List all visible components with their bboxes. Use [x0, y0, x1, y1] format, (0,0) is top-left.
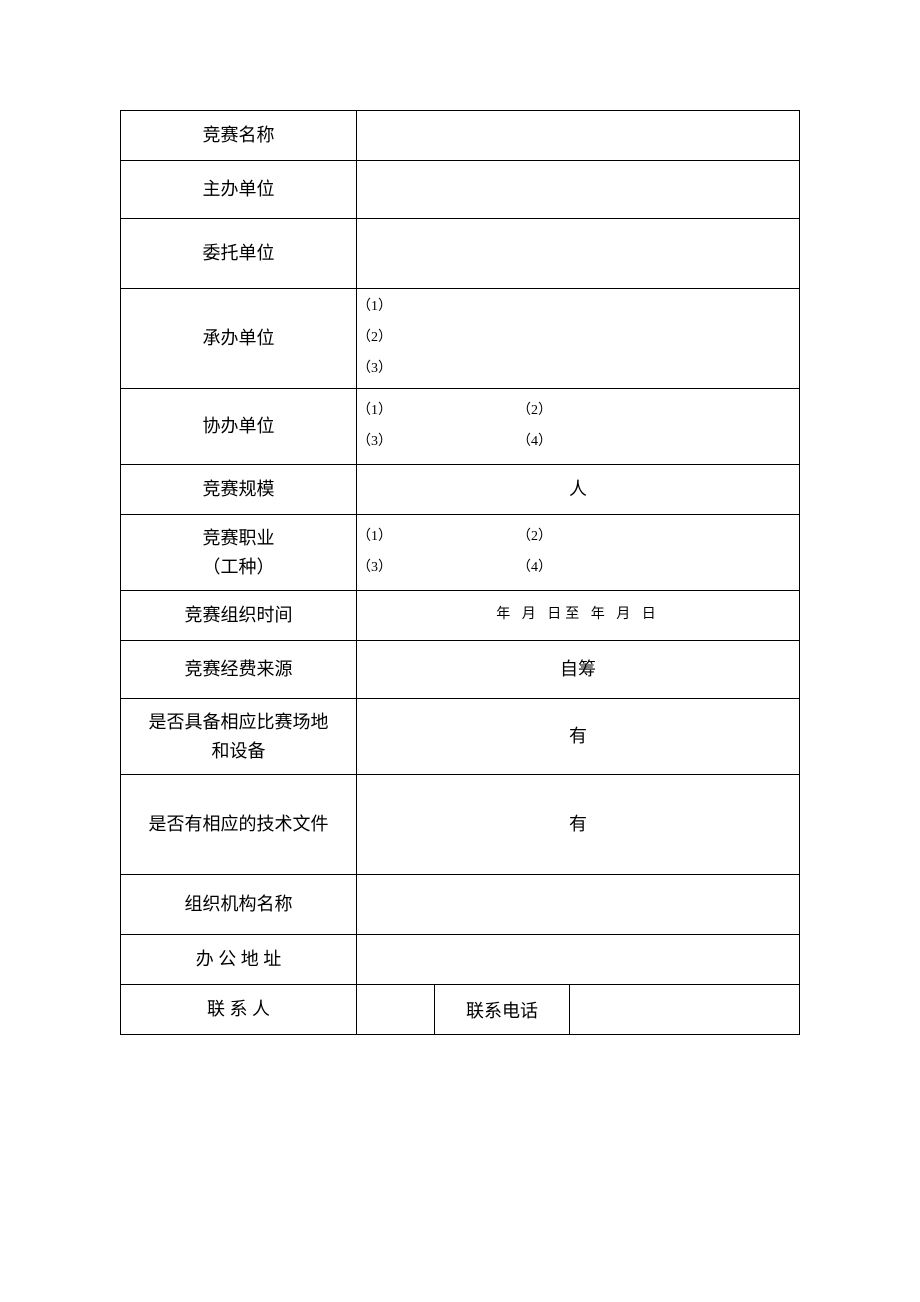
label-entrust-unit: 委托单位	[121, 219, 357, 289]
value-funding: 自筹	[357, 641, 800, 699]
row-org-name: 组织机构名称	[121, 875, 800, 935]
value-org-time: 年 月 日至 年 月 日	[357, 591, 800, 641]
value-profession: （1） （2） （3） （4）	[357, 515, 800, 591]
value-co-organizer-unit: （1） （2） （3） （4）	[357, 389, 800, 465]
profession-item-4: （4）	[517, 553, 677, 584]
label-funding: 竞赛经费来源	[121, 641, 357, 699]
label-tech-docs: 是否有相应的技术文件	[121, 775, 357, 875]
label-profession-line1: 竞赛职业	[121, 524, 356, 553]
value-tech-docs: 有	[357, 775, 800, 875]
value-venue: 有	[357, 699, 800, 775]
value-org-name	[357, 875, 800, 935]
row-entrust-unit: 委托单位	[121, 219, 800, 289]
row-tech-docs: 是否有相应的技术文件 有	[121, 775, 800, 875]
organizer-item-2: （2）	[357, 323, 799, 354]
row-office-address: 办 公 地 址	[121, 935, 800, 985]
row-scale: 竞赛规模 人	[121, 465, 800, 515]
value-organizer-unit: （1） （2） （3）	[357, 289, 800, 389]
row-competition-name: 竞赛名称	[121, 111, 800, 161]
profession-item-1: （1）	[357, 522, 517, 553]
co-organizer-item-2: （2）	[517, 396, 677, 427]
row-venue: 是否具备相应比赛场地 和设备 有	[121, 699, 800, 775]
row-org-time: 竞赛组织时间 年 月 日至 年 月 日	[121, 591, 800, 641]
value-entrust-unit	[357, 219, 800, 289]
label-org-time: 竞赛组织时间	[121, 591, 357, 641]
value-scale: 人	[357, 465, 800, 515]
row-profession: 竞赛职业 （工种） （1） （2） （3） （4）	[121, 515, 800, 591]
co-organizer-item-3: （3）	[357, 427, 517, 458]
organizer-item-3: （3）	[357, 354, 799, 385]
label-organizer-unit: 承办单位	[121, 289, 357, 389]
label-competition-name: 竞赛名称	[121, 111, 357, 161]
label-co-organizer-unit: 协办单位	[121, 389, 357, 465]
row-co-organizer-unit: 协办单位 （1） （2） （3） （4）	[121, 389, 800, 465]
label-venue-line1: 是否具备相应比赛场地	[121, 708, 356, 737]
co-organizer-item-4: （4）	[517, 427, 677, 458]
row-organizer-unit: 承办单位 （1） （2） （3）	[121, 289, 800, 389]
row-contact: 联 系 人 联系电话	[121, 985, 800, 1035]
value-host-unit	[357, 161, 800, 219]
label-contact-person: 联 系 人	[121, 985, 357, 1035]
value-competition-name	[357, 111, 800, 161]
co-organizer-item-1: （1）	[357, 396, 517, 427]
label-profession-line2: （工种）	[121, 553, 356, 582]
row-host-unit: 主办单位	[121, 161, 800, 219]
value-contact-name	[357, 985, 435, 1035]
profession-item-3: （3）	[357, 553, 517, 584]
value-office-address	[357, 935, 800, 985]
row-funding: 竞赛经费来源 自筹	[121, 641, 800, 699]
label-venue: 是否具备相应比赛场地 和设备	[121, 699, 357, 775]
label-office-address: 办 公 地 址	[121, 935, 357, 985]
value-contact-phone	[570, 985, 800, 1035]
label-org-name: 组织机构名称	[121, 875, 357, 935]
organizer-item-1: （1）	[357, 292, 799, 323]
profession-item-2: （2）	[517, 522, 677, 553]
label-scale: 竞赛规模	[121, 465, 357, 515]
competition-form-table: 竞赛名称 主办单位 委托单位 承办单位 （1） （2） （3） 协办单位 （1）…	[120, 110, 800, 1035]
label-host-unit: 主办单位	[121, 161, 357, 219]
label-profession: 竞赛职业 （工种）	[121, 515, 357, 591]
label-contact-phone: 联系电话	[435, 985, 570, 1035]
label-venue-line2: 和设备	[121, 737, 356, 766]
